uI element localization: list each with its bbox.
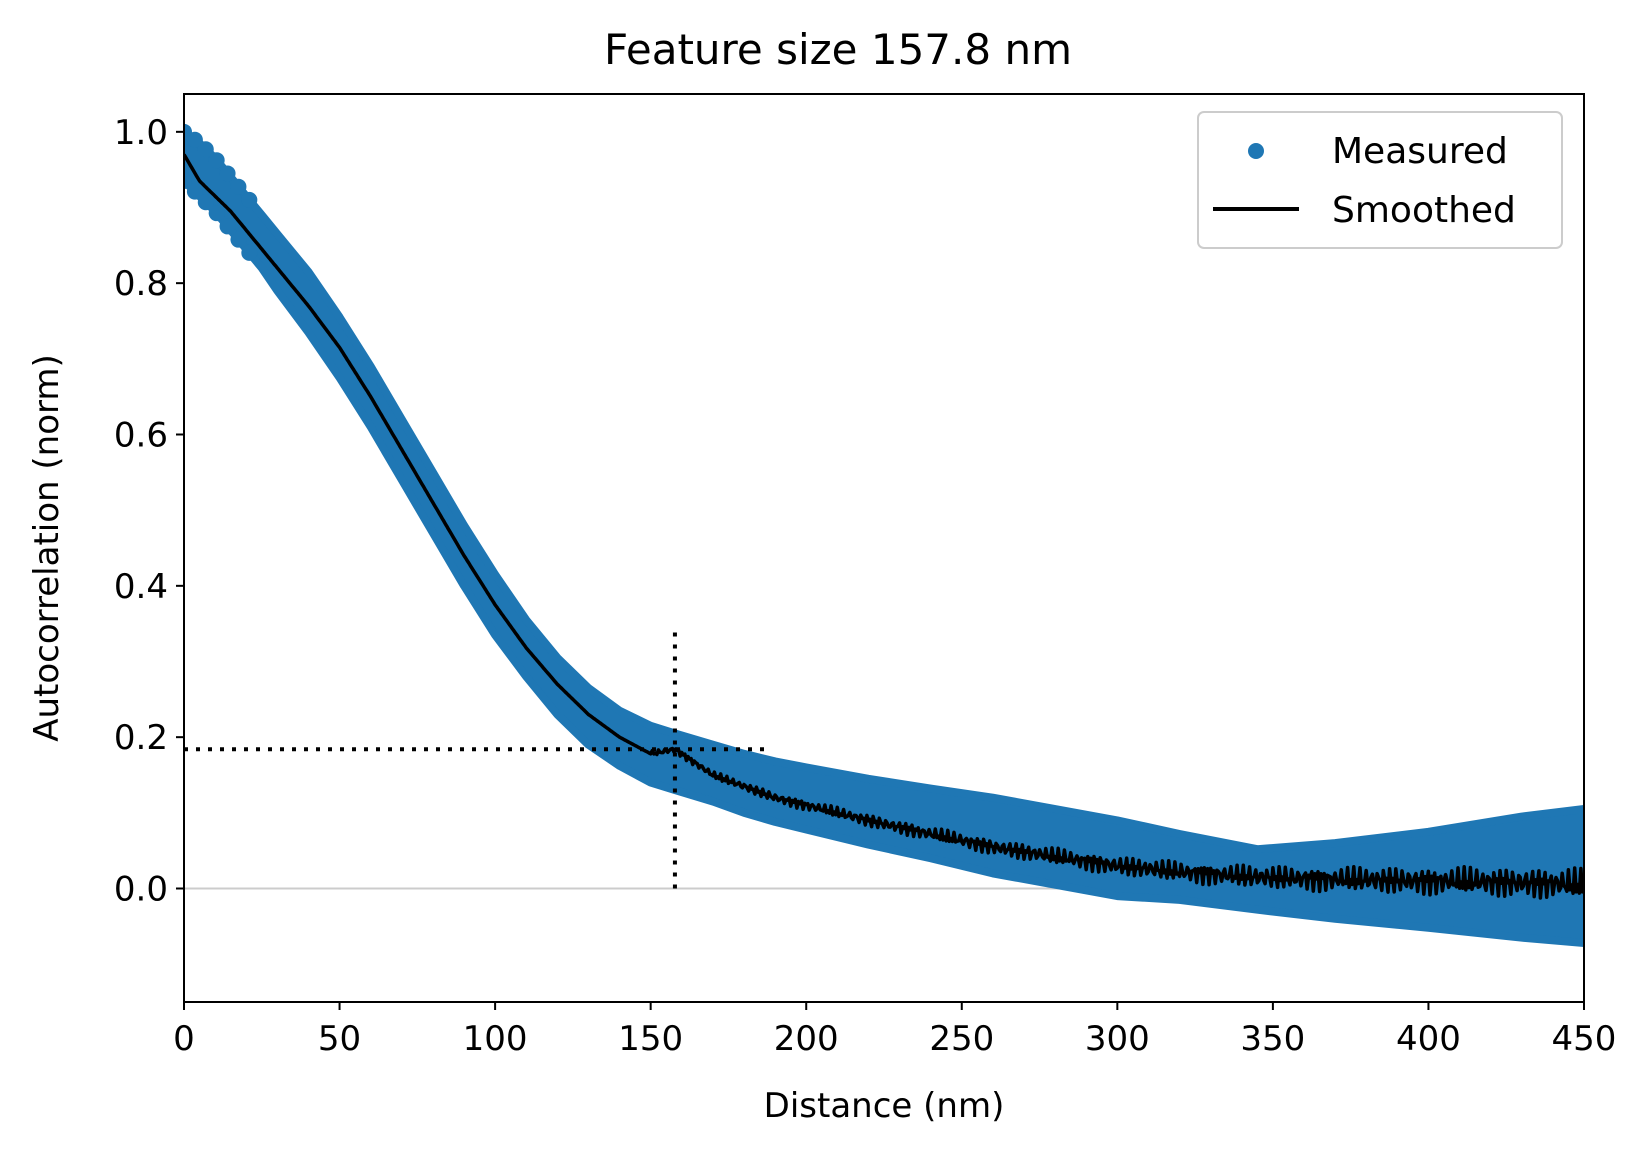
axes-frame (183, 93, 1585, 1003)
x-tick-label: 200 (774, 1019, 839, 1059)
measured-point (197, 141, 214, 158)
measured-point (197, 194, 214, 211)
y-axis-ticks: 0.0 0.2 0.4 0.6 0.8 1.0 (114, 113, 184, 910)
measured-point (219, 165, 236, 182)
x-tick-label: 250 (929, 1019, 994, 1059)
x-tick-label: 100 (463, 1019, 528, 1059)
x-tick-label: 150 (618, 1019, 683, 1059)
legend-box (1197, 111, 1563, 249)
x-tick-label: 50 (318, 1019, 361, 1059)
measured-point (230, 231, 247, 248)
measured-point (186, 131, 203, 148)
legend: Measured Smoothed (1197, 111, 1563, 249)
measured-point (241, 244, 258, 261)
y-tick-label: 0.4 (114, 567, 168, 607)
measured-scatter-layer (184, 123, 1584, 947)
y-tick-label: 0.6 (114, 416, 168, 456)
measured-point (230, 178, 247, 195)
measured-point (208, 152, 225, 169)
smoothed-series-line (184, 153, 1584, 900)
y-tick-label: 0.0 (114, 870, 168, 910)
legend-measured-label: Measured (1332, 131, 1508, 172)
x-tick-label: 350 (1240, 1019, 1305, 1059)
smoothed-line-layer (184, 153, 1584, 900)
y-axis-label: Autocorrelation (norm) (27, 354, 67, 742)
x-tick-label: 300 (1085, 1019, 1150, 1059)
measured-point (186, 183, 203, 200)
measured-point (208, 205, 225, 222)
measured-point (241, 191, 258, 208)
legend-measured-marker (1248, 143, 1264, 159)
legend-smoothed-label: Smoothed (1332, 190, 1516, 231)
y-tick-label: 0.8 (114, 264, 168, 304)
x-axis-label: Distance (nm) (764, 1086, 1005, 1126)
measured-point (184, 173, 192, 190)
y-tick-label: 1.0 (114, 113, 168, 153)
measured-point (219, 218, 236, 235)
x-axis-ticks: 0 50 100 150 200 250 300 350 400 450 (173, 1002, 1616, 1059)
x-tick-label: 400 (1396, 1019, 1461, 1059)
measured-scatter-band (184, 127, 1584, 947)
x-tick-label: 0 (173, 1019, 195, 1059)
y-tick-label: 0.2 (114, 718, 168, 758)
x-tick-label: 450 (1552, 1019, 1617, 1059)
feature-size-markers (184, 631, 766, 889)
chart-title: Feature size 157.8 nm (604, 25, 1072, 74)
